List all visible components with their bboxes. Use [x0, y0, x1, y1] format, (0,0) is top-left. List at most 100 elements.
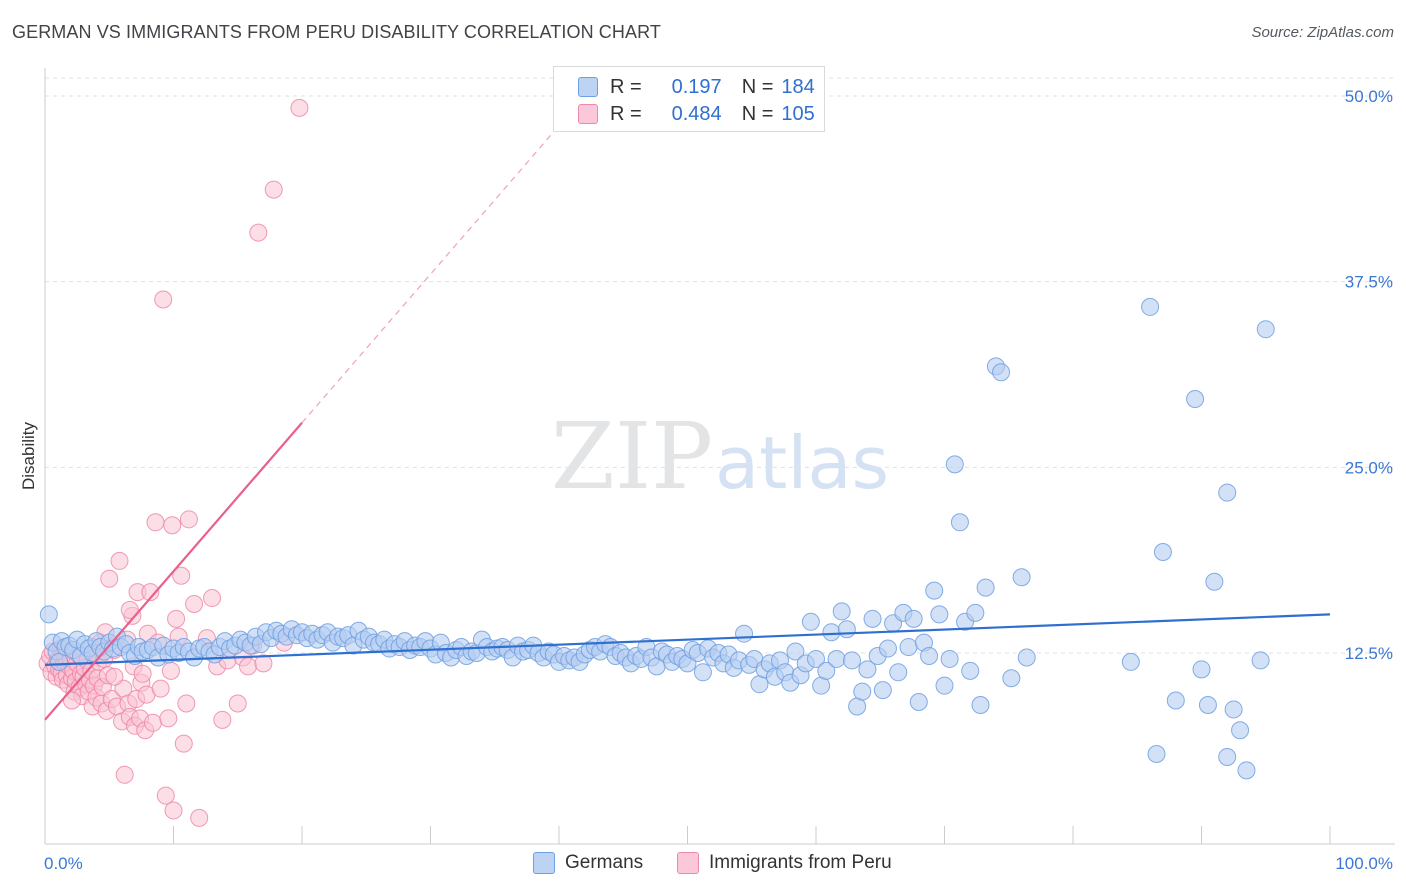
- legend-row-germans: R = 0.197 N = 184: [578, 74, 815, 100]
- germans-point: [39, 605, 58, 624]
- germans-point: [1166, 691, 1185, 710]
- germans-point: [904, 609, 923, 628]
- peru-trendline-extension: [301, 125, 560, 424]
- tick-labels: 12.5% 25.0% 37.5% 50.0% 0.0% 100.0%: [44, 87, 1393, 873]
- germans-point: [693, 663, 712, 682]
- peru-point: [290, 98, 309, 117]
- peru-point: [213, 710, 232, 729]
- germans-point: [976, 578, 995, 597]
- y-tick-label: 50.0%: [1345, 87, 1393, 106]
- peru-point: [105, 667, 124, 686]
- germans-point: [1121, 652, 1140, 671]
- legend-row-peru: R = 0.484 N = 105: [578, 101, 815, 127]
- germans-point: [1153, 542, 1172, 561]
- germans-point: [1147, 745, 1166, 764]
- chart-title: GERMAN VS IMMIGRANTS FROM PERU DISABILIT…: [12, 22, 661, 42]
- germans-point: [961, 661, 980, 680]
- peru-point: [177, 694, 196, 713]
- r-value: 0.197: [671, 75, 722, 98]
- peru-point: [154, 290, 173, 309]
- germans-point: [873, 681, 892, 700]
- germans-point: [1002, 669, 1021, 688]
- germans-point: [853, 682, 872, 701]
- peru-point: [115, 765, 134, 784]
- watermark-zip: ZIP: [551, 403, 713, 510]
- peru-point: [143, 713, 162, 732]
- r-value: 0.484: [671, 102, 722, 125]
- germans-point: [832, 602, 851, 621]
- germans-point: [863, 609, 882, 628]
- peru-point: [228, 694, 247, 713]
- trendlines: [44, 125, 1331, 721]
- y-tick-label: 25.0%: [1345, 458, 1393, 477]
- peru-trendline: [44, 422, 303, 721]
- germans-point: [1186, 390, 1205, 409]
- peru-point: [62, 691, 81, 710]
- peru-legend-label: Immigrants from Peru: [709, 852, 892, 873]
- germans-point: [1231, 721, 1250, 740]
- peru-point: [264, 180, 283, 199]
- germans-point: [1224, 700, 1243, 719]
- watermark: ZIP atlas: [551, 403, 889, 510]
- r-label: R =: [610, 75, 642, 98]
- peru-point: [151, 679, 170, 698]
- stats-legend: R = 0.197 N = 184 R = 0.484 N = 105: [553, 66, 825, 132]
- peru-point: [172, 566, 191, 585]
- legend-item-peru: Immigrants from Peru: [677, 852, 892, 874]
- peru-point: [163, 516, 182, 535]
- r-label: R =: [610, 102, 642, 125]
- n-label: N =: [741, 102, 774, 125]
- peru-point: [146, 513, 165, 532]
- germans-point: [822, 623, 841, 642]
- germans-point: [1256, 320, 1275, 339]
- germans-point: [920, 646, 939, 665]
- germans-point: [1237, 761, 1256, 780]
- peru-point: [100, 569, 119, 588]
- germans-point: [1205, 572, 1224, 591]
- germans-point: [1218, 483, 1237, 502]
- y-axis-label: Disability: [19, 421, 38, 490]
- germans-point: [858, 660, 877, 679]
- watermark-atlas: atlas: [715, 421, 889, 505]
- germans-point: [842, 651, 861, 670]
- grid: [45, 77, 1395, 654]
- germans-point: [878, 639, 897, 658]
- germans-point: [1218, 747, 1237, 766]
- germans-point: [945, 455, 964, 474]
- n-value: 184: [781, 75, 815, 98]
- peru-point: [159, 709, 178, 728]
- peru-point: [141, 583, 160, 602]
- peru-point: [174, 734, 193, 753]
- germans-point: [807, 649, 825, 668]
- peru-point: [190, 808, 209, 827]
- germans-point: [992, 363, 1011, 382]
- series-legend: Germans Immigrants from Peru: [0, 852, 1406, 878]
- germans-swatch: [578, 77, 598, 97]
- peru-point: [161, 661, 180, 680]
- germans-point: [899, 638, 918, 657]
- axes: [44, 68, 1395, 845]
- peru-point: [179, 510, 198, 529]
- germans-legend-swatch: [533, 852, 555, 874]
- germans-points: [39, 297, 1275, 780]
- germans-point: [786, 642, 805, 661]
- germans-point: [1012, 568, 1031, 587]
- germans-point: [950, 513, 969, 532]
- germans-point: [1251, 651, 1270, 670]
- germans-point: [827, 649, 846, 668]
- germans-point: [837, 620, 856, 639]
- n-label: N =: [741, 75, 774, 98]
- peru-point: [167, 609, 186, 628]
- y-tick-label: 12.5%: [1345, 644, 1393, 663]
- germans-legend-label: Germans: [565, 852, 644, 873]
- peru-swatch: [578, 104, 598, 124]
- peru-point: [239, 657, 258, 676]
- y-tick-label: 37.5%: [1345, 273, 1393, 292]
- n-value: 105: [781, 102, 815, 125]
- germans-point: [971, 695, 990, 714]
- germans-point: [925, 581, 944, 600]
- germans-point: [1192, 660, 1211, 679]
- peru-point: [164, 801, 183, 820]
- germans-point: [1017, 648, 1036, 667]
